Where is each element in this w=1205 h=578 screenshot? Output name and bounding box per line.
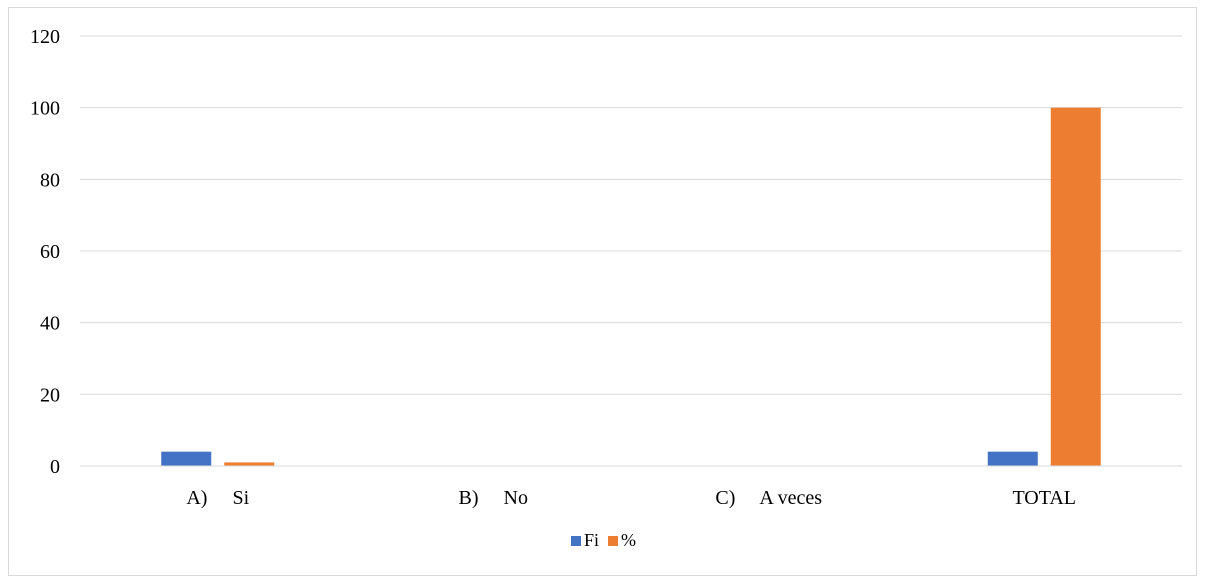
legend-label: Fi: [584, 530, 599, 550]
x-category-label: TOTAL: [1012, 487, 1076, 509]
bar-fi: [987, 451, 1038, 466]
chart-frame: [8, 7, 1197, 576]
legend-label: %: [621, 530, 636, 550]
bar-percent: [1050, 107, 1101, 467]
y-tick-label: 0: [50, 456, 60, 478]
legend-swatch: [608, 536, 618, 546]
y-tick-label: 40: [40, 313, 60, 335]
y-tick-label: 100: [30, 98, 60, 120]
y-tick-label: 60: [40, 241, 60, 263]
y-tick-label: 20: [40, 384, 60, 406]
y-tick-label: 80: [40, 169, 60, 191]
x-category-label: C) A veces: [715, 487, 822, 509]
legend-swatch: [571, 536, 581, 546]
y-tick-label: 120: [30, 26, 60, 48]
x-category-label: A) Si: [186, 487, 249, 509]
x-category-label: B) No: [459, 487, 528, 509]
bar-percent: [224, 462, 275, 466]
bar-fi: [161, 451, 212, 466]
